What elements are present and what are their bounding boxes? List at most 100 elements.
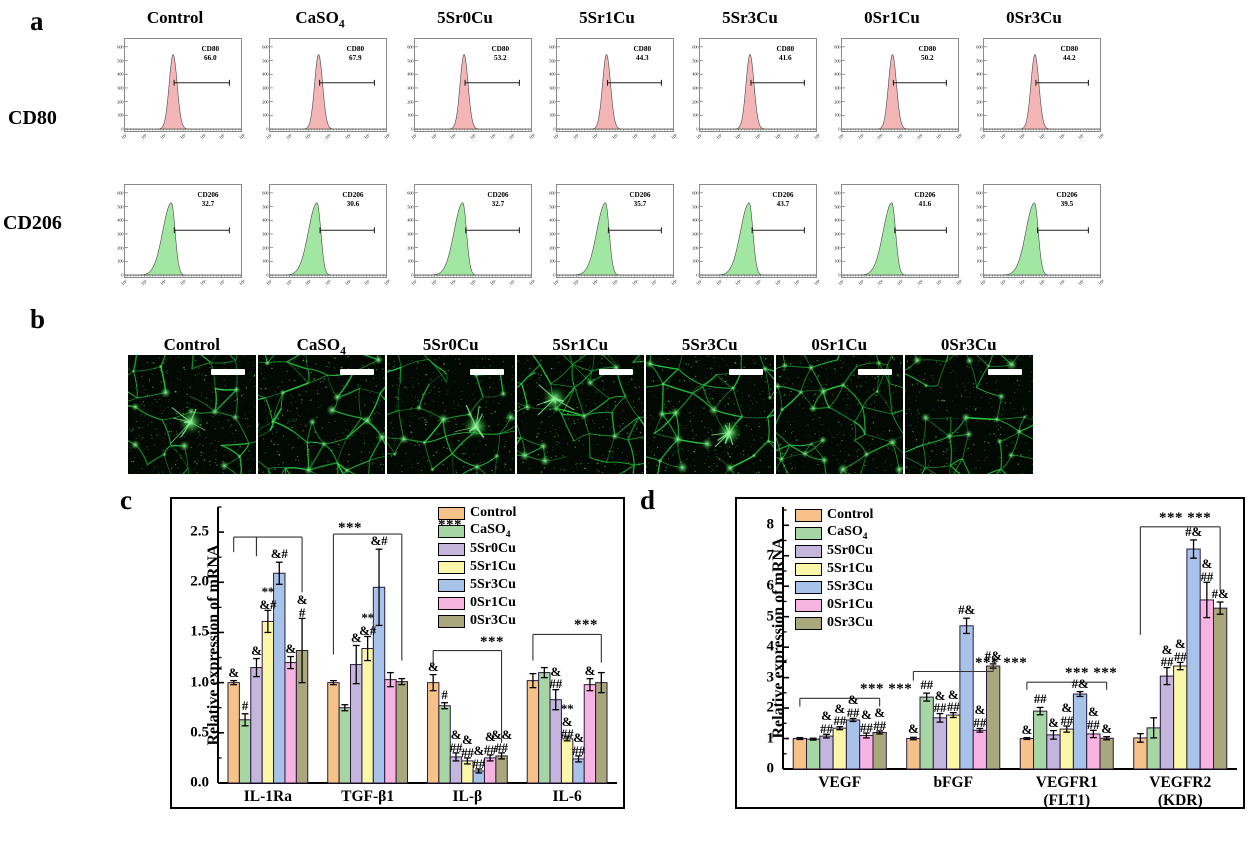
x-axis-group-label: bFGF — [933, 774, 974, 791]
legend-item-5sr3cu[interactable]: 5Sr3Cu — [795, 579, 873, 596]
flow-x-tick: 10² — [410, 278, 418, 287]
bar-significance-marker: & — [427, 658, 439, 674]
flow-x-tick: 10⁸ — [1097, 132, 1105, 141]
bar-significance-marker: & — [251, 642, 262, 658]
flow-y-tick: 100 — [407, 258, 414, 264]
flow-plot-area: 0 100 200 300 400 500 600 CD206 41.6 — [834, 184, 959, 278]
flow-x-axis: 10² 10³ 10⁴ 10⁵ 10⁶ 10⁷ 10⁸ — [837, 133, 963, 146]
flow-y-tick: 500 — [692, 58, 699, 64]
flow-x-tick: 10³ — [714, 132, 723, 141]
flow-x-tick: 10⁸ — [1097, 278, 1105, 287]
legend-item-5sr3cu[interactable]: 5Sr3Cu — [438, 577, 516, 594]
legend-item-0sr1cu[interactable]: 0Sr1Cu — [795, 597, 873, 614]
bar-significance-marker: & ## — [833, 700, 847, 729]
bar-significance-marker: #& — [984, 647, 1002, 663]
flow-x-tick: 10⁴ — [876, 278, 885, 287]
y-axis-tick-label: 1.5 — [190, 623, 209, 640]
legend-item-control[interactable]: Control — [438, 505, 516, 522]
flow-y-tick: 600 — [407, 44, 414, 50]
flow-x-tick: 10⁶ — [773, 132, 782, 141]
flow-y-tick: 200 — [692, 99, 699, 105]
flow-gate-label: CD206 32.7 — [487, 190, 509, 208]
flow-x-axis: 10² 10³ 10⁴ 10⁵ 10⁶ 10⁷ 10⁸ — [120, 132, 246, 146]
flow-y-tick: 300 — [262, 231, 269, 237]
flow-x-tick: 10⁴ — [159, 132, 168, 141]
legend-item-5sr1cu[interactable]: 5Sr1Cu — [795, 561, 873, 578]
flow-y-tick: 500 — [549, 204, 556, 210]
y-axis-tick-label: 1.0 — [190, 674, 209, 691]
tube-formation-image-0sr1cu — [775, 355, 903, 474]
legend-item-caso4[interactable]: CaSO4 — [438, 522, 516, 540]
flow-histogram-cd80-5sr3cu: 0 100 200 300 400 500 600 CD80 41.6 10² 10³ 10⁴ 10⁵ 1… — [683, 36, 821, 146]
legend-item-5sr0cu[interactable]: 5Sr0Cu — [795, 543, 873, 560]
flow-x-axis: 10² 10³ 10⁴ 10⁵ 10⁶ 10⁷ 10⁸ — [410, 278, 536, 292]
flow-y-tick: 600 — [407, 190, 414, 196]
flow-y-tick: 500 — [117, 204, 124, 210]
flow-x-tick: 10⁴ — [304, 278, 313, 287]
bar-significance-marker: & ## — [946, 686, 960, 715]
flow-x-tick: 10⁵ — [896, 278, 904, 287]
flow-x-tick: 10³ — [284, 278, 293, 287]
flow-x-tick: 10⁷ — [793, 132, 802, 141]
legend-item-caso4[interactable]: CaSO4 — [795, 524, 873, 542]
flow-x-tick: 10⁷ — [1077, 132, 1086, 141]
legend-swatch — [795, 616, 822, 630]
y-axis-tick-label: 7 — [766, 547, 775, 564]
tube-formation-image-0sr3cu — [905, 355, 1033, 474]
bar-significance-marker: & ## — [572, 729, 585, 758]
y-axis-tick-label: 6 — [766, 577, 775, 594]
flow-y-tick: 600 — [117, 44, 124, 50]
flow-y-tick: 600 — [549, 44, 556, 50]
legend-item-5sr1cu[interactable]: 5Sr1Cu — [438, 559, 516, 576]
panel-a-column-title-5sr1cu: 5Sr1Cu — [579, 8, 635, 27]
flow-x-tick: 10³ — [429, 132, 438, 141]
legend-item-0sr3cu[interactable]: 0Sr3Cu — [438, 613, 516, 630]
flow-y-tick: 300 — [117, 85, 124, 91]
bar-significance-marker: & ## — [483, 728, 497, 757]
legend-item-5sr0cu[interactable]: 5Sr0Cu — [438, 541, 516, 558]
scale-bar — [340, 369, 374, 375]
flow-x-axis: 10² 10³ 10⁴ 10⁵ 10⁶ 10⁷ 10⁸ — [979, 279, 1105, 292]
x-axis-group-label: VEGFR1 (FLT1) — [1035, 774, 1098, 809]
legend-item-control[interactable]: Control — [795, 507, 873, 524]
flow-x-axis: 10² 10³ 10⁴ 10⁵ 10⁶ 10⁷ 10⁸ — [265, 278, 391, 292]
flow-y-tick: 0 — [553, 272, 556, 278]
flow-y-tick: 200 — [262, 99, 269, 105]
legend-swatch — [438, 542, 465, 556]
flow-x-tick: 10⁶ — [343, 278, 352, 287]
flow-plot-area: 0 100 200 300 400 500 600 CD80 67.9 — [262, 38, 387, 132]
flow-x-tick: 10⁸ — [813, 278, 821, 287]
flow-x-tick: 10⁵ — [611, 132, 619, 141]
legend-label: 0Sr3Cu — [470, 613, 516, 629]
flow-x-tick: 10² — [979, 132, 987, 141]
flow-y-tick: 0 — [980, 272, 983, 278]
flow-x-tick: 10⁶ — [915, 278, 924, 287]
flow-x-tick: 10⁷ — [363, 132, 372, 141]
legend-swatch — [438, 506, 465, 520]
flow-x-tick: 10⁵ — [324, 278, 332, 287]
flow-x-tick: 10² — [552, 278, 560, 287]
flow-y-tick: 500 — [262, 58, 269, 64]
flow-y-tick: 500 — [692, 204, 699, 210]
legend-item-0sr3cu[interactable]: 0Sr3Cu — [795, 615, 873, 632]
flow-y-tick: 600 — [549, 190, 556, 196]
flow-x-tick: 10⁷ — [363, 278, 372, 287]
significance-bracket-label: *** *** — [975, 654, 1028, 671]
flow-y-tick: 400 — [692, 217, 699, 223]
flow-x-tick: 10³ — [429, 278, 438, 287]
legend-swatch — [795, 544, 822, 558]
flow-x-tick: 10⁶ — [343, 132, 352, 141]
flow-x-tick: 10⁸ — [813, 132, 821, 141]
y-axis-title: Relative expression of mRNA — [770, 537, 787, 739]
bar-significance-marker: & ## — [1173, 636, 1187, 665]
legend-item-0sr1cu[interactable]: 0Sr1Cu — [438, 595, 516, 612]
flow-plot-area: 0 100 200 300 400 500 600 CD80 50.2 — [834, 38, 959, 132]
significance-bracket-label: *** — [574, 617, 598, 634]
flow-x-tick: 10⁵ — [754, 278, 762, 287]
scale-bar — [728, 369, 763, 375]
flow-x-tick: 10³ — [714, 278, 723, 287]
flow-y-tick: 400 — [117, 71, 124, 77]
panel-b-column-title-5sr1cu: 5Sr1Cu — [552, 335, 609, 354]
panel-b-column-title-5sr3cu: 5Sr3Cu — [681, 335, 738, 354]
panel-a-column-title-5sr3cu: 5Sr3Cu — [722, 8, 778, 27]
